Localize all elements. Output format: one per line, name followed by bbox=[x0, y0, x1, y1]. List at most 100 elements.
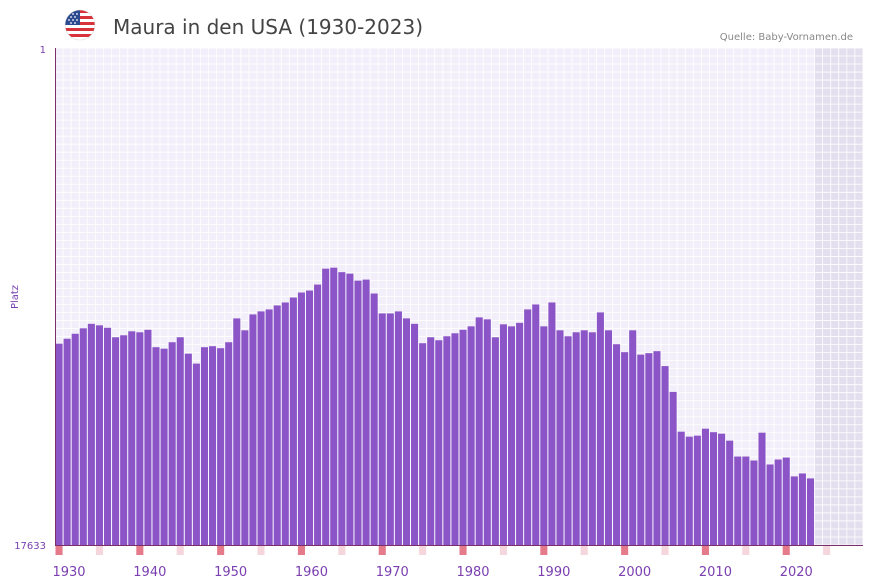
chart-source: Quelle: Baby-Vornamen.de bbox=[720, 32, 853, 43]
bar-1952 bbox=[233, 318, 241, 545]
x-tick-1940: 1940 bbox=[133, 565, 166, 580]
bar-2016 bbox=[750, 460, 758, 545]
decade-marker-1980 bbox=[459, 546, 467, 555]
half-decade-marker-2005 bbox=[661, 546, 669, 555]
bar-2014 bbox=[734, 456, 742, 545]
bar-1979 bbox=[451, 333, 459, 545]
bar-1942 bbox=[152, 347, 160, 545]
x-tick-2000: 2000 bbox=[618, 565, 651, 580]
bar-1981 bbox=[467, 326, 475, 545]
bar-2009 bbox=[693, 435, 701, 545]
bar-2013 bbox=[726, 440, 734, 545]
half-decade-marker-2015 bbox=[742, 546, 750, 555]
bar-1970 bbox=[378, 313, 386, 545]
bar-2018 bbox=[766, 464, 774, 545]
bar-1955 bbox=[257, 311, 265, 545]
bar-1954 bbox=[249, 314, 257, 545]
x-tick-labels: 1930 1940 1950 1960 1970 1980 1990 2000 2010 2020 bbox=[52, 565, 812, 580]
bar-2006 bbox=[669, 391, 677, 545]
bar-2022 bbox=[798, 473, 806, 545]
bar-1975 bbox=[419, 343, 427, 545]
bar-1931 bbox=[63, 338, 71, 545]
bar-1962 bbox=[314, 284, 322, 545]
bar-2007 bbox=[677, 431, 685, 545]
bar-1969 bbox=[370, 293, 378, 545]
half-decade-marker-1955 bbox=[257, 546, 265, 555]
x-tick-1980: 1980 bbox=[456, 565, 489, 580]
x-tick-1990: 1990 bbox=[537, 565, 570, 580]
bar-1930 bbox=[55, 343, 63, 545]
bar-1935 bbox=[95, 325, 103, 545]
bar-1965 bbox=[338, 272, 346, 545]
decade-marker-1990 bbox=[540, 546, 548, 555]
bar-1984 bbox=[491, 337, 499, 545]
decade-marker-2020 bbox=[782, 546, 790, 555]
bar-2002 bbox=[637, 354, 645, 545]
bar-1945 bbox=[176, 337, 184, 545]
bar-1998 bbox=[604, 330, 613, 545]
bar-2020 bbox=[782, 457, 790, 545]
bar-1943 bbox=[160, 348, 168, 545]
x-tick-2010: 2010 bbox=[699, 565, 732, 580]
decade-marker-1950 bbox=[217, 546, 225, 555]
bar-2010 bbox=[701, 428, 709, 545]
decade-markers bbox=[55, 546, 831, 555]
bar-1932 bbox=[71, 333, 79, 545]
bar-1982 bbox=[475, 317, 483, 545]
bar-1974 bbox=[411, 323, 419, 545]
half-decade-marker-1985 bbox=[499, 546, 507, 555]
bar-2004 bbox=[653, 351, 661, 545]
bar-1934 bbox=[87, 323, 95, 545]
bar-1961 bbox=[305, 290, 314, 545]
x-tick-2020: 2020 bbox=[780, 565, 813, 580]
bar-1940 bbox=[136, 332, 144, 545]
bar-1963 bbox=[322, 268, 330, 545]
bar-1983 bbox=[483, 319, 491, 545]
bar-1953 bbox=[241, 330, 249, 545]
decade-marker-2010 bbox=[701, 546, 709, 555]
bar-1995 bbox=[580, 330, 588, 545]
bar-2005 bbox=[661, 366, 669, 545]
half-decade-marker-1945 bbox=[176, 546, 184, 555]
bar-2008 bbox=[685, 436, 693, 545]
y-tick-top: 1 bbox=[40, 45, 46, 56]
bar-series bbox=[55, 267, 815, 545]
half-decade-marker-2025 bbox=[823, 546, 831, 555]
bar-1933 bbox=[79, 328, 87, 545]
bar-1992 bbox=[556, 330, 564, 545]
decade-marker-1930 bbox=[55, 546, 63, 555]
bar-2017 bbox=[758, 432, 766, 545]
bar-1939 bbox=[128, 331, 136, 545]
bar-1950 bbox=[217, 348, 225, 545]
bar-1991 bbox=[548, 302, 556, 545]
bar-2019 bbox=[774, 459, 782, 545]
bar-1985 bbox=[499, 324, 507, 545]
bar-1958 bbox=[281, 302, 289, 545]
bar-2003 bbox=[645, 353, 653, 545]
bar-1964 bbox=[330, 267, 338, 545]
decade-marker-1940 bbox=[136, 546, 144, 555]
bar-1986 bbox=[507, 326, 516, 545]
bar-1996 bbox=[588, 332, 596, 545]
bar-1941 bbox=[144, 329, 152, 545]
x-tick-1960: 1960 bbox=[295, 565, 328, 580]
bar-1947 bbox=[192, 363, 200, 545]
bar-1993 bbox=[564, 336, 572, 545]
bar-1997 bbox=[596, 312, 604, 545]
bar-2015 bbox=[742, 456, 750, 545]
bar-1959 bbox=[289, 297, 297, 545]
chart-title: Maura in den USA (1930-2023) bbox=[113, 15, 423, 39]
bar-1973 bbox=[402, 318, 411, 545]
decade-marker-2000 bbox=[621, 546, 629, 555]
bar-1999 bbox=[613, 344, 621, 545]
bar-1976 bbox=[427, 337, 435, 545]
bar-1990 bbox=[540, 326, 548, 545]
bar-1944 bbox=[168, 342, 176, 545]
half-decade-marker-1965 bbox=[338, 546, 346, 555]
bar-1951 bbox=[225, 342, 233, 545]
y-axis-label: Platz bbox=[10, 285, 21, 309]
bar-1972 bbox=[394, 311, 402, 545]
bar-1938 bbox=[120, 335, 128, 545]
bar-1966 bbox=[346, 273, 354, 545]
